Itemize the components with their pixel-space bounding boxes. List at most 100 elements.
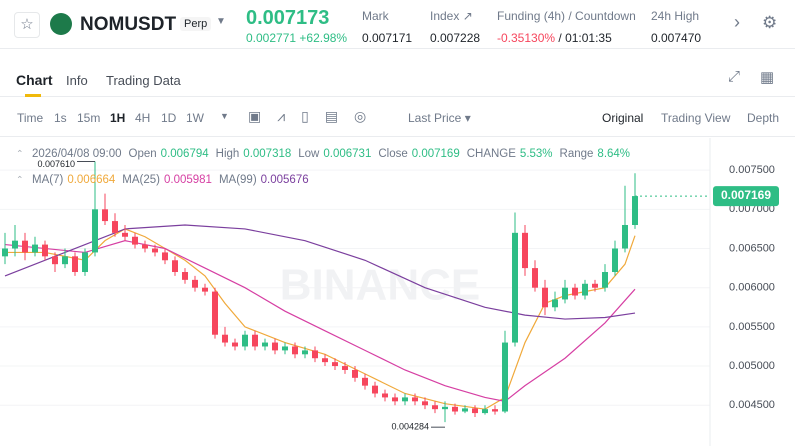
- scroll-right[interactable]: ›: [734, 12, 740, 32]
- candle-body: [392, 397, 398, 402]
- view[interactable]: Depth: [747, 111, 780, 125]
- symbol[interactable]: NOMUSDT: [80, 14, 177, 35]
- interval-active[interactable]: 1H: [110, 111, 126, 125]
- info-label: High: [216, 148, 240, 160]
- candlestick-chart: 0.004500 0.005000 0.005500 0.006000 0.006500…: [0, 138, 779, 446]
- info-label: Open: [129, 148, 157, 160]
- candle-body: [562, 287, 568, 300]
- candle-body: [212, 291, 218, 335]
- candle-body: [422, 401, 428, 406]
- info-label: 2026/04/08 09:00: [32, 148, 122, 160]
- candle-body: [262, 342, 268, 347]
- ma-value: 0.005981: [164, 174, 212, 186]
- favorite-button[interactable]: ☆: [14, 12, 40, 38]
- ohlc-info: 2026/04/08 09:00 Open 0.006794 High 0.007318…: [32, 148, 630, 160]
- candle-body: [102, 209, 108, 222]
- info-caret: ⌃: [16, 148, 24, 158]
- expand-icon[interactable]: ⤢: [728, 68, 741, 85]
- candle-body: [172, 260, 178, 273]
- candle-body: [192, 279, 198, 288]
- candle-body: [322, 358, 328, 363]
- candle-body: [512, 232, 518, 343]
- candle-body: [222, 334, 228, 343]
- settings[interactable]: ⚙: [762, 13, 778, 32]
- toolbar: Time 1s 15m 1H 4H 1D 1W ▼ ▣⩘▯▤◎ Last Pri…: [0, 96, 795, 137]
- info-value: 0.007318: [243, 148, 291, 160]
- watermark: BINANCE: [280, 261, 480, 310]
- interval[interactable]: 15m: [77, 111, 101, 125]
- info-value: 5.53%: [520, 148, 553, 160]
- ma-name: MA(25): [122, 174, 160, 186]
- candle-body: [622, 224, 628, 249]
- ma-legend: MA(7) 0.006664 MA(25) 0.005981 MA(99) 0.00567…: [32, 174, 309, 186]
- interval[interactable]: 1s: [54, 111, 67, 125]
- candle-body: [582, 283, 588, 296]
- y-tick-label: 0.007000: [729, 203, 775, 215]
- symbol-dropdown[interactable]: ▼: [216, 16, 226, 27]
- candle-body: [572, 287, 578, 296]
- ma-name: MA(99): [219, 174, 257, 186]
- info-label: Range: [560, 148, 594, 160]
- candle-body: [12, 240, 18, 249]
- candle-body: [302, 350, 308, 355]
- interval[interactable]: 1W: [186, 111, 204, 125]
- candle-body: [522, 232, 528, 269]
- candle-body: [232, 342, 238, 347]
- candle-body: [202, 287, 208, 292]
- tab-active[interactable]: Chart: [16, 72, 53, 88]
- contract-badge: Perp: [180, 17, 212, 31]
- tab[interactable]: Trading Data: [106, 73, 181, 88]
- y-tick-label: 0.005000: [729, 360, 775, 372]
- high-marker-label: 0.007610: [37, 159, 75, 169]
- candle-body: [452, 406, 458, 412]
- candle-body: [342, 366, 348, 370]
- candle-body: [112, 221, 118, 233]
- candle-body: [72, 256, 78, 273]
- candle-body: [602, 272, 608, 288]
- candle-body: [372, 385, 378, 394]
- candle-body: [352, 369, 358, 378]
- interval[interactable]: 4H: [135, 111, 151, 125]
- y-tick-label: 0.007500: [729, 164, 775, 176]
- candle-body: [92, 209, 98, 253]
- info-label: Close: [378, 148, 407, 160]
- tab[interactable]: Info: [66, 73, 88, 88]
- info-label: Low: [298, 148, 320, 160]
- candle-body: [272, 342, 278, 351]
- view[interactable]: Trading View: [661, 111, 731, 125]
- view-active[interactable]: Original: [602, 111, 644, 125]
- candle-body: [122, 232, 128, 237]
- candle-body: [162, 252, 168, 261]
- candle-body: [142, 244, 148, 249]
- price-type[interactable]: Last Price ▾: [408, 111, 471, 125]
- candle-body: [42, 244, 48, 257]
- layout-icon[interactable]: ▦: [760, 69, 775, 86]
- y-tick-label: 0.006000: [729, 282, 775, 294]
- candle-body: [152, 248, 158, 253]
- candle-body: [402, 397, 408, 402]
- interval[interactable]: Time: [17, 111, 44, 125]
- candle-body: [242, 334, 248, 347]
- countdown: 01:01:35: [565, 31, 612, 45]
- candle-body: [542, 287, 548, 308]
- info-value: 0.006731: [323, 148, 371, 160]
- stat-value: 0.007171: [362, 31, 413, 45]
- candle-body: [382, 393, 388, 398]
- tool-icons[interactable]: ▣⩘▯▤◎: [248, 108, 383, 124]
- candle-body: [132, 236, 138, 245]
- candle-body: [22, 240, 28, 253]
- y-tick-label: 0.004500: [729, 399, 775, 411]
- stat-label: Funding (4h) / Countdown: [497, 9, 636, 23]
- info-value: 0.007169: [412, 148, 460, 160]
- interval-dropdown[interactable]: ▼: [220, 111, 229, 121]
- interval[interactable]: 1D: [161, 111, 177, 125]
- tab-underline: [25, 94, 41, 97]
- candle-body: [362, 377, 368, 386]
- candle-body: [492, 409, 498, 412]
- candle-body: [182, 272, 188, 280]
- moving-average-line: [5, 228, 636, 410]
- info-value: 0.006794: [161, 148, 210, 160]
- ma-name: MA(7): [32, 174, 63, 186]
- candle-body: [2, 248, 8, 257]
